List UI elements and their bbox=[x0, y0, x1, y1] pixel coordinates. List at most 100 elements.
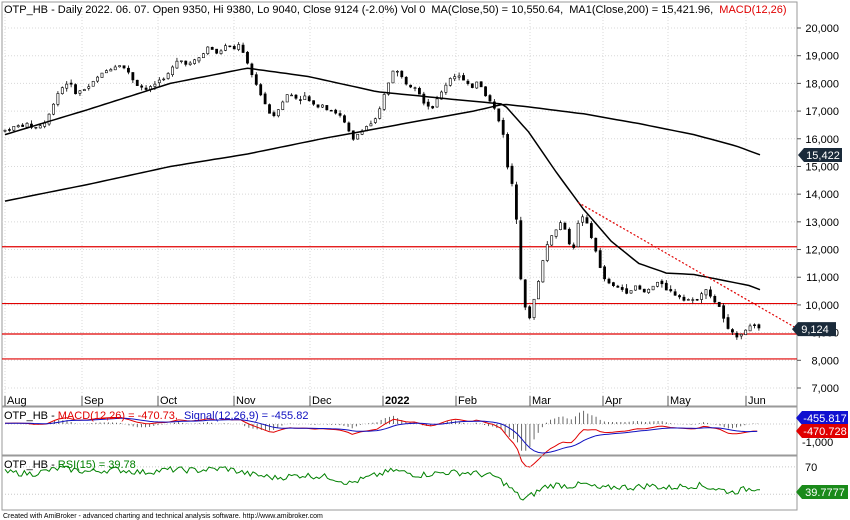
candle-body bbox=[34, 126, 38, 129]
candle-body bbox=[69, 82, 73, 85]
candle-body bbox=[744, 329, 748, 335]
candle-body bbox=[713, 296, 717, 303]
candle-body bbox=[585, 217, 589, 224]
candle-body bbox=[678, 295, 681, 298]
candle-body bbox=[567, 228, 571, 245]
candle-body bbox=[519, 220, 523, 280]
candle-body bbox=[82, 89, 86, 92]
candle-body bbox=[8, 129, 11, 131]
candle-body bbox=[642, 288, 646, 293]
signal-badge-label: -455.817 bbox=[803, 413, 846, 425]
candle-body bbox=[682, 296, 686, 301]
candle-body bbox=[56, 93, 60, 105]
candle-body bbox=[704, 289, 708, 296]
candle-body bbox=[559, 222, 562, 230]
candle-body bbox=[537, 281, 540, 300]
macd-legend: MACD(12,26) bbox=[719, 4, 786, 16]
price-tick-label: 17,000 bbox=[805, 106, 839, 118]
trendline bbox=[577, 201, 805, 334]
candle-body bbox=[554, 229, 558, 237]
candle-body bbox=[140, 85, 144, 88]
candle-body bbox=[497, 108, 501, 122]
candle-body bbox=[254, 74, 258, 85]
candle-body bbox=[3, 129, 7, 132]
candle-body bbox=[656, 281, 659, 287]
chart-title-line: OTP_HB - Daily 2022. 06. 07. Open 9350, … bbox=[4, 4, 787, 16]
candle-body bbox=[550, 235, 554, 246]
candle-body bbox=[739, 333, 743, 337]
candle-body bbox=[691, 299, 695, 301]
candle-body bbox=[576, 222, 580, 248]
candle-body bbox=[105, 70, 108, 74]
candle-body bbox=[528, 306, 532, 319]
candle-body bbox=[422, 93, 426, 104]
candle-body bbox=[700, 293, 703, 300]
macd-pane-signal: Signal(12,26,9) = -455.82 bbox=[184, 410, 308, 422]
candle-body bbox=[21, 124, 25, 127]
candle-body bbox=[598, 250, 602, 268]
candle-body bbox=[193, 59, 196, 64]
candle-body bbox=[338, 113, 342, 116]
candle-body bbox=[294, 94, 298, 99]
candle-body bbox=[347, 122, 351, 132]
candle-body bbox=[581, 216, 584, 223]
candle-body bbox=[426, 101, 430, 107]
candle-body bbox=[47, 113, 51, 125]
month-label: Apr bbox=[605, 395, 622, 407]
price-tick-label: 10,000 bbox=[805, 300, 839, 312]
candle-body bbox=[74, 84, 77, 95]
candle-body bbox=[303, 95, 307, 101]
candle-body bbox=[91, 81, 95, 87]
candle-body bbox=[197, 57, 201, 62]
price-tick-label: 20,000 bbox=[805, 23, 839, 35]
candle-body bbox=[153, 83, 157, 87]
candle-body bbox=[664, 282, 668, 291]
candle-body bbox=[620, 287, 624, 290]
candle-body bbox=[232, 46, 236, 50]
price-tick-label: 16,000 bbox=[805, 134, 839, 146]
candle-body bbox=[387, 82, 390, 95]
candle-body bbox=[470, 83, 474, 88]
candle-body bbox=[722, 305, 726, 319]
candle-body bbox=[285, 94, 289, 103]
price-tick-label: 13,000 bbox=[805, 217, 839, 229]
candle-body bbox=[259, 84, 263, 96]
candle-body bbox=[329, 110, 333, 112]
macd-pane-title: OTP_HB - MACD(12,26) = -470.73, Signal(1… bbox=[4, 410, 308, 422]
candle-body bbox=[38, 125, 42, 129]
candle-body bbox=[479, 81, 483, 88]
candle-body bbox=[647, 289, 651, 293]
candle-body bbox=[135, 79, 139, 86]
month-label: Oct bbox=[160, 395, 177, 407]
candle-body bbox=[431, 106, 435, 109]
candle-body bbox=[179, 60, 183, 62]
candle-body bbox=[224, 45, 227, 51]
candle-body bbox=[215, 48, 219, 54]
candle-body bbox=[356, 133, 360, 140]
candle-body bbox=[448, 78, 452, 86]
price-tick-label: 14,000 bbox=[805, 189, 839, 201]
candle-body bbox=[589, 223, 593, 238]
price-tick-label: 7,000 bbox=[811, 383, 839, 395]
candle-body bbox=[488, 95, 492, 102]
rsi-tick-70: 70 bbox=[805, 462, 817, 474]
month-label: Aug bbox=[7, 395, 27, 407]
candle-body bbox=[404, 76, 408, 85]
price-tick-label: 15,000 bbox=[805, 161, 839, 173]
month-label: 2022 bbox=[385, 395, 409, 407]
candle-body bbox=[100, 72, 104, 78]
main-title: OTP_HB - Daily 2022. 06. 07. Open 9350, … bbox=[4, 4, 425, 16]
rsi-pane-title: OTP_HB - RSI(15) = 39.78 bbox=[4, 459, 136, 471]
candle-body bbox=[695, 299, 699, 301]
price-candles bbox=[3, 42, 761, 340]
ma50-legend: MA(Close,50) = 10,550.64, bbox=[431, 4, 563, 16]
candle-body bbox=[246, 51, 249, 64]
candle-body bbox=[321, 104, 324, 108]
month-label: Feb bbox=[458, 395, 477, 407]
candle-body bbox=[409, 84, 413, 88]
month-label: Dec bbox=[312, 395, 332, 407]
close-badge-label: 9,124 bbox=[801, 324, 829, 336]
price-grid bbox=[2, 27, 797, 389]
candle-body bbox=[281, 101, 285, 110]
